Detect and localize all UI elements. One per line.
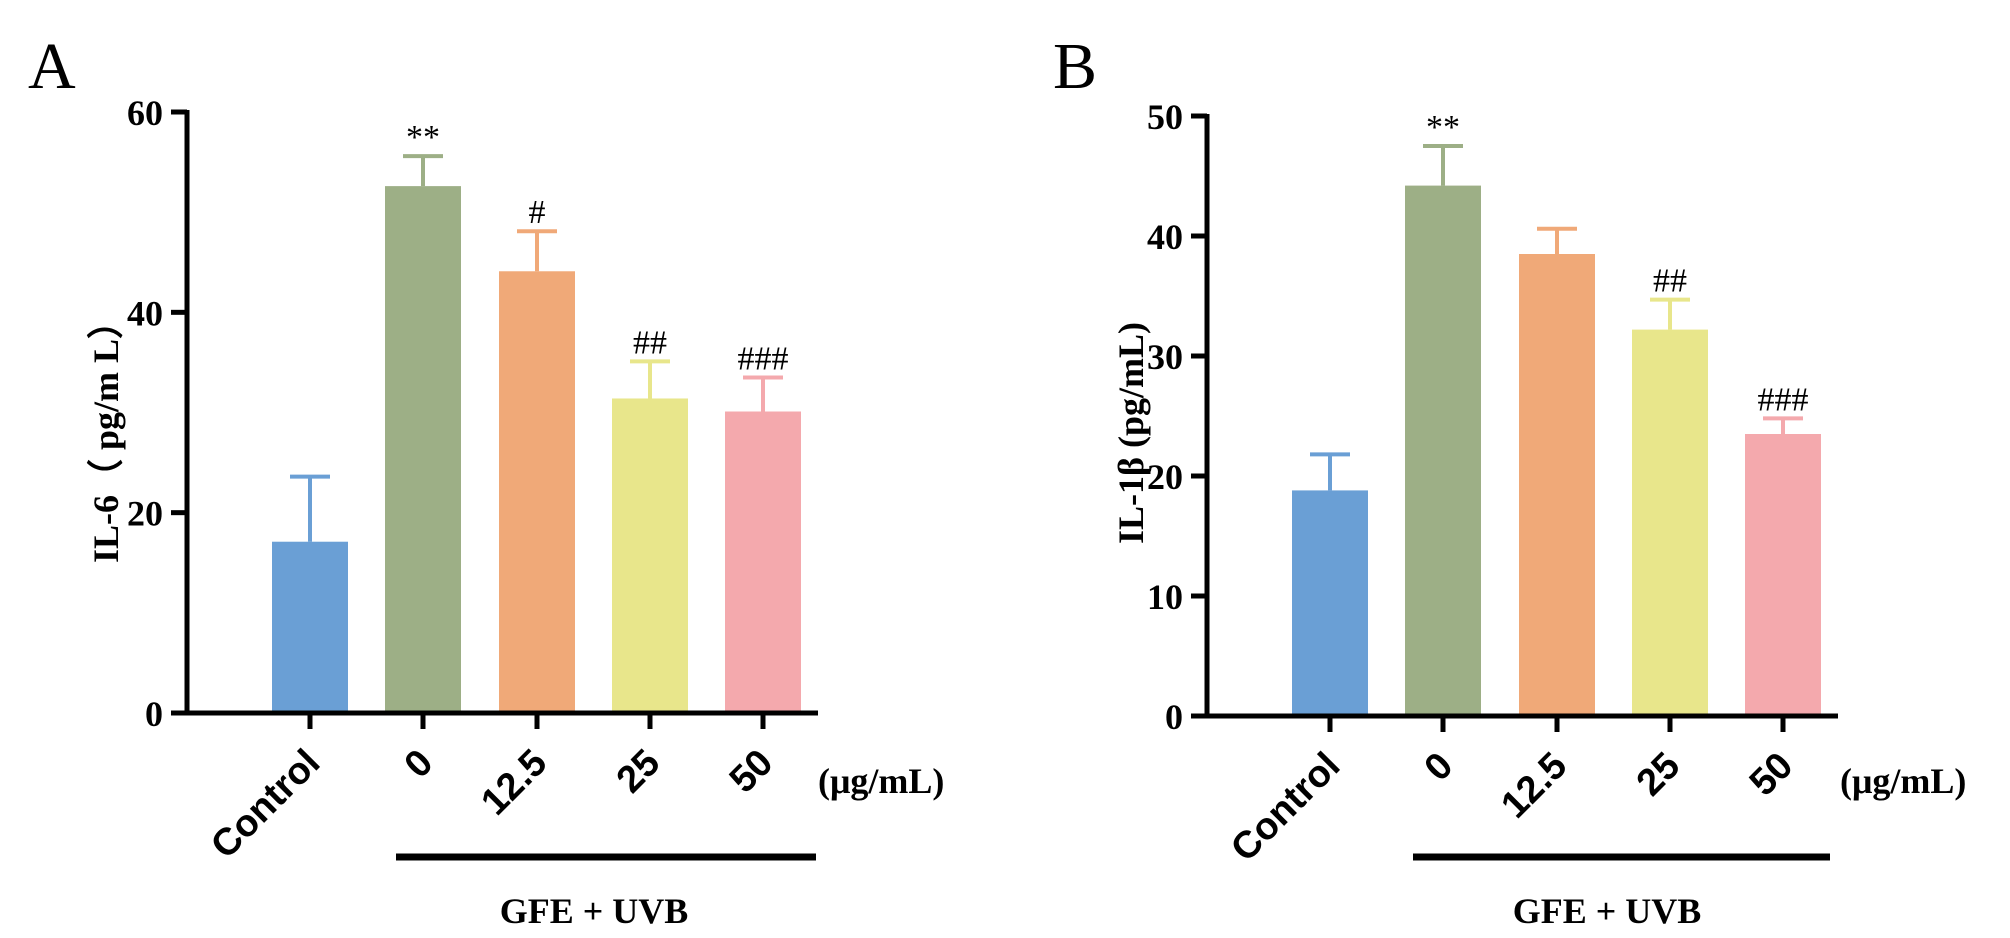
panel-b-significance-4: ### — [1758, 381, 1809, 418]
panel-b-x-tick-label-3: 25 — [1629, 745, 1689, 805]
panel-a-significance-1: ** — [406, 119, 440, 156]
panel-a-x-tick-label-2: 12.5 — [473, 742, 555, 824]
panel-a-significance-3: ## — [633, 324, 667, 361]
panel-b-y-tick-label-1: 10 — [1147, 577, 1183, 617]
panel-a-bar-0 — [272, 541, 348, 713]
panel-b-bar-3 — [1632, 329, 1708, 716]
panel-a-y-tick-label-0: 0 — [145, 694, 163, 734]
panel-a-letter: A — [28, 30, 76, 103]
panel-a-y-ticks: 0 20 40 60 — [127, 93, 187, 734]
panel-b-x-tick-label-4: 50 — [1742, 745, 1802, 805]
panel-a-x-tick-label-3: 25 — [609, 742, 669, 802]
panel-b-bar-0 — [1292, 490, 1368, 716]
panel-b-y-ticks: 0 10 20 30 40 50 — [1147, 97, 1207, 737]
panel-a-bar-2 — [499, 271, 575, 713]
panel-b-y-tick-label-2: 20 — [1147, 457, 1183, 497]
panel-b-bars: **##### — [1292, 109, 1821, 717]
panel-b-bar-4 — [1745, 434, 1821, 716]
panel-a-x-tick-label-0: Control — [203, 742, 328, 867]
panel-b-axes — [1204, 114, 1838, 719]
panel-a-y-tick-label-2: 40 — [127, 293, 163, 333]
panel-a-x-tick-label-4: 50 — [722, 742, 782, 802]
panel-a-x-tick-label-1: 0 — [397, 742, 442, 787]
panel-a-significance-4: ### — [738, 340, 789, 377]
panel-b-y-tick-label-0: 0 — [1165, 697, 1183, 737]
panel-a-significance-2: # — [529, 194, 546, 231]
panel-b-y-tick-label-5: 50 — [1147, 97, 1183, 137]
panel-b-y-tick-label-3: 30 — [1147, 337, 1183, 377]
panel-b-group-label: GFE + UVB — [1513, 891, 1702, 931]
panel-b-y-axis-label: IL-1β (pg/mL) — [1111, 322, 1151, 544]
panel-b-significance-3: ## — [1653, 263, 1687, 300]
panel-b-x-tick-label-0: Control — [1223, 745, 1348, 870]
panel-a-x-ticks: Control 0 12.5 25 50 — [203, 713, 781, 867]
panel-a-bars: **### ### — [272, 119, 801, 713]
panel-a-axes — [184, 110, 818, 716]
panel-b-significance-1: ** — [1426, 109, 1460, 146]
panel-a-y-tick-label-3: 60 — [127, 93, 163, 133]
panel-b-unit-label: (μg/mL) — [1840, 761, 1966, 801]
panel-a-y-tick-label-1: 20 — [127, 494, 163, 534]
panel-a-y-axis-label: IL-6（ pg/m L） — [86, 303, 126, 563]
panel-a-bar-1 — [385, 186, 461, 713]
panel-a-unit-label: (μg/mL) — [818, 761, 944, 801]
panel-b-x-ticks: Control 0 12.5 25 50 — [1223, 716, 1801, 870]
panel-b-x-tick-label-2: 12.5 — [1493, 745, 1575, 827]
panel-b-y-tick-label-4: 40 — [1147, 217, 1183, 257]
panel-a-bar-4 — [725, 411, 801, 713]
panel-b-bar-1 — [1405, 185, 1481, 717]
panel-a-bar-3 — [612, 398, 688, 713]
panel-a-group-label: GFE + UVB — [500, 891, 689, 931]
panel-b-letter: B — [1053, 30, 1097, 103]
panel-b-bar-2 — [1519, 254, 1595, 716]
panel-b-x-tick-label-1: 0 — [1417, 745, 1462, 790]
